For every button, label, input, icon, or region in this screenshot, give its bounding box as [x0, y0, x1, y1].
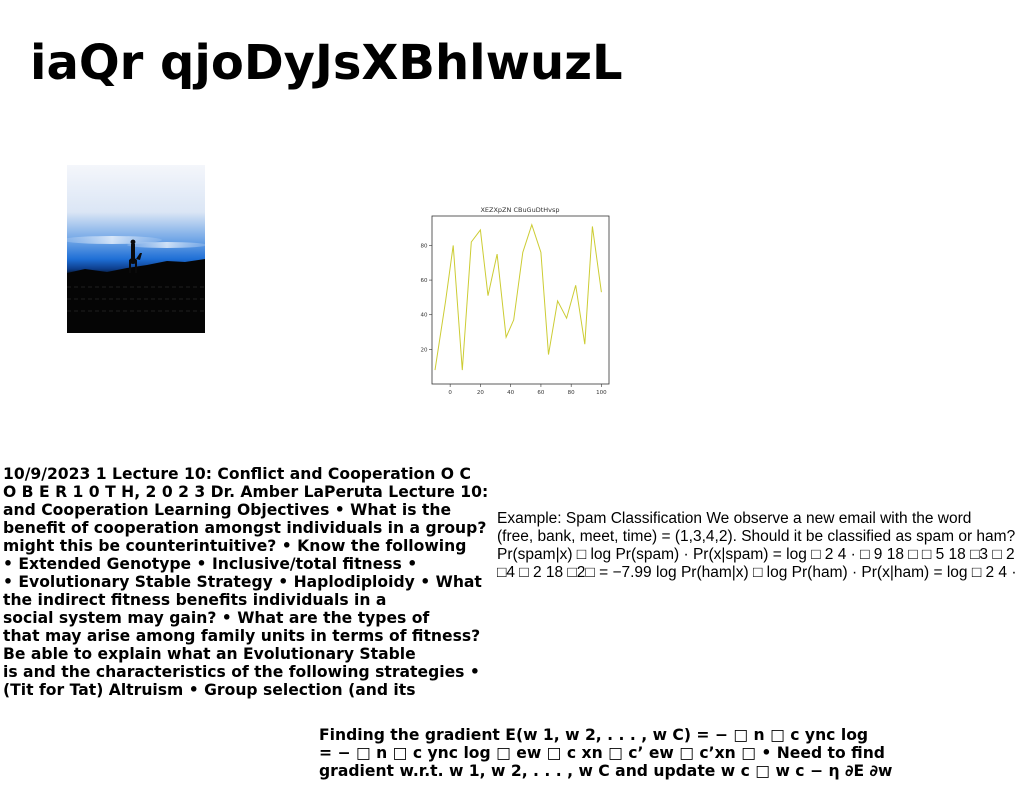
spam-classification-text: Example: Spam Classification We observe …: [497, 510, 1024, 582]
spam-line: □4 □ 2 18 □2□ = −7.99 log Pr(ham|x) □ lo…: [497, 564, 1017, 581]
lecture-line: O B E R 1 0 T H, 2 0 2 3 Dr. Amber LaPer…: [3, 483, 489, 501]
x-tick-label: 100: [596, 390, 607, 396]
lecture-line: • Extended Genotype • Inclusive/total fi…: [3, 555, 418, 573]
gradient-line: = − □ n □ c ync log □ ew □ c xn □ c’ ew …: [319, 744, 885, 762]
spam-line: Pr(spam|x) □ log Pr(spam) · Pr(x|spam) =…: [497, 546, 1015, 563]
lecture-line: (Tit for Tat) Altruism • Group selection…: [3, 681, 416, 699]
lecture-line: Be able to explain what an Evolutionary …: [3, 645, 416, 663]
chart-series-line: [434, 223, 602, 371]
gradient-line: Finding the gradient E(w 1, w 2, . . . ,…: [319, 726, 869, 744]
silhouette-photo-graphic: [67, 165, 205, 333]
y-tick-label: 20: [421, 347, 428, 353]
x-tick-label: 0: [448, 390, 452, 396]
lecture-line: benefit of cooperation amongst individua…: [3, 519, 487, 537]
lecture-line: • Evolutionary Stable Strategy • Haplodi…: [3, 573, 482, 591]
y-tick-label: 60: [421, 278, 428, 284]
lecture-line: is and the characteristics of the follow…: [3, 663, 480, 681]
line-chart-svg: XEZXpZN CBuGuDtHvsp 0 20 40 60 80 100 20 40 60 80: [421, 206, 610, 396]
x-tick-label: 60: [537, 390, 544, 396]
spam-line: (free, bank, meet, time) = (1,3,4,2). Sh…: [497, 528, 1016, 545]
lecture-line: that may arise among family units in ter…: [3, 627, 481, 645]
lecture-line: and Cooperation Learning Objectives • Wh…: [3, 501, 452, 519]
lecture-line: the indirect fitness benefits individual…: [3, 591, 387, 609]
lecture-line: social system may gain? • What are the t…: [3, 609, 430, 627]
x-tick-label: 80: [568, 390, 575, 396]
lecture-line: 10/9/2023 1 Lecture 10: Conflict and Coo…: [3, 465, 471, 483]
page-title: iaQr qjoDyJsXBhlwuzL: [30, 35, 623, 91]
y-tick-label: 40: [421, 313, 428, 319]
spam-line: Example: Spam Classification We observe …: [497, 510, 972, 527]
chart-title: XEZXpZN CBuGuDtHvsp: [480, 206, 559, 214]
x-tick-label: 20: [477, 390, 484, 396]
lecture-line: might this be counterintuitive? • Know t…: [3, 537, 467, 555]
line-chart: XEZXpZN CBuGuDtHvsp 0 20 40 60 80 100 20 40 60 80: [415, 200, 615, 400]
lecture-objectives-text: 10/9/2023 1 Lecture 10: Conflict and Coo…: [3, 465, 493, 699]
silhouette-photo: [67, 165, 205, 333]
y-tick-label: 80: [421, 243, 428, 249]
x-tick-label: 40: [507, 390, 514, 396]
gradient-line: gradient w.r.t. w 1, w 2, . . . , w C an…: [319, 762, 893, 780]
gradient-text: Finding the gradient E(w 1, w 2, . . . ,…: [319, 726, 1019, 780]
chart-plot-area: [431, 215, 610, 385]
